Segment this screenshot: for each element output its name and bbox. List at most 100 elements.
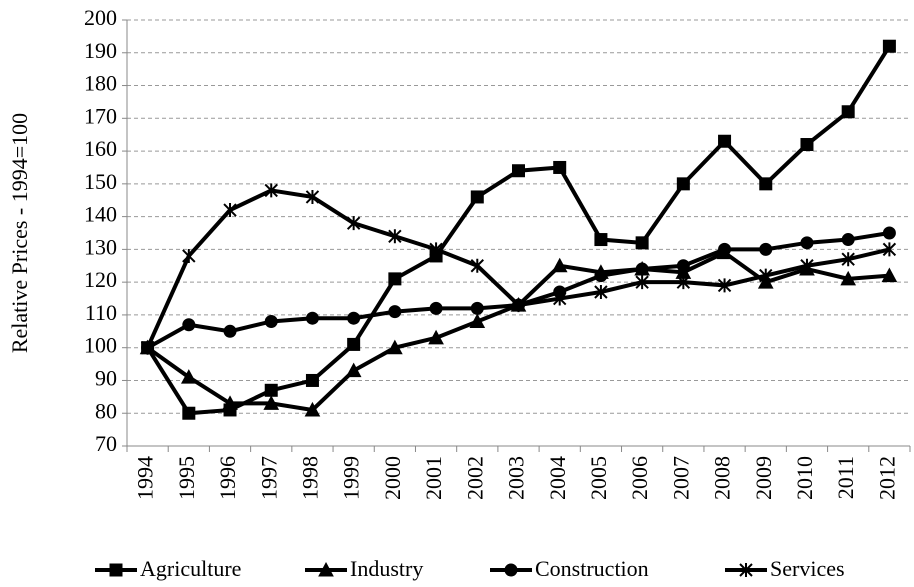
data-point	[223, 203, 237, 218]
legend-item: Agriculture	[95, 556, 241, 581]
data-point	[304, 401, 321, 417]
data-point	[182, 406, 196, 420]
y-tick-label: 150	[84, 169, 117, 194]
x-tick-label: 2004	[545, 456, 570, 500]
y-tick-label: 180	[84, 71, 117, 96]
data-point	[841, 252, 855, 267]
data-point	[470, 190, 484, 204]
data-point	[635, 262, 649, 276]
data-point	[800, 258, 814, 273]
data-point	[759, 177, 773, 191]
x-tick-label: 2010	[792, 456, 817, 500]
data-point	[180, 369, 197, 384]
data-point	[305, 189, 320, 204]
data-point	[676, 275, 691, 290]
y-tick-label: 200	[84, 5, 117, 30]
legend-marker	[109, 563, 123, 577]
data-point	[305, 373, 319, 387]
data-point	[553, 160, 567, 174]
data-point	[428, 329, 444, 345]
x-tick-label: 2005	[586, 456, 611, 500]
data-point	[222, 395, 238, 410]
legend-marker	[318, 561, 334, 577]
x-tick-label: 2011	[833, 456, 858, 499]
x-tick-label: 2009	[751, 456, 776, 500]
series-line	[145, 45, 892, 416]
x-tick-label: 2000	[380, 456, 405, 500]
data-point	[182, 318, 196, 332]
y-tick-label: 90	[95, 366, 117, 391]
data-point	[759, 268, 773, 283]
x-tick-label: 2003	[504, 456, 529, 500]
data-point	[264, 183, 278, 198]
y-axis-label: Relative Prices - 1994=100	[7, 113, 32, 353]
data-point	[345, 362, 362, 378]
series-line	[146, 231, 890, 350]
data-point	[264, 383, 278, 397]
y-tick-label: 130	[84, 234, 117, 259]
legend-label: Agriculture	[140, 556, 241, 581]
y-tick-label: 170	[84, 103, 117, 128]
data-point	[388, 272, 402, 286]
x-tick-label: 1998	[297, 456, 322, 500]
data-point	[676, 177, 690, 191]
data-point	[182, 248, 196, 263]
y-tick-label: 160	[84, 136, 117, 161]
data-point	[512, 164, 525, 178]
data-point	[388, 305, 402, 319]
legend-label: Industry	[350, 556, 423, 581]
x-tick-label: 2006	[627, 456, 652, 500]
data-point	[551, 257, 568, 273]
data-point	[718, 134, 732, 148]
series-line	[146, 250, 890, 413]
data-point	[263, 395, 280, 410]
legend-label: Services	[770, 556, 845, 581]
data-point	[553, 291, 567, 306]
data-point	[223, 324, 237, 338]
data-point	[841, 105, 855, 119]
data-point	[635, 236, 649, 250]
x-tick-label: 1997	[256, 456, 281, 500]
y-tick-label: 100	[84, 333, 117, 358]
data-point	[881, 267, 898, 283]
data-point	[841, 233, 855, 247]
data-point	[800, 138, 814, 152]
y-tick-label: 110	[85, 300, 117, 325]
x-tick-label: 2002	[462, 456, 487, 500]
data-point	[470, 301, 484, 315]
y-tick-label: 70	[95, 431, 117, 456]
x-tick-label: 1996	[215, 456, 240, 500]
legend-item: Construction	[490, 556, 649, 581]
data-point	[511, 298, 526, 313]
data-point	[264, 314, 278, 328]
x-tick-label: 1999	[339, 456, 364, 500]
data-point	[882, 39, 896, 53]
data-point	[718, 242, 732, 256]
data-point	[800, 236, 814, 250]
x-tick-label: 2007	[668, 456, 693, 500]
x-tick-label: 2008	[710, 456, 735, 500]
legend-item: Industry	[305, 556, 423, 581]
x-tick-label: 2012	[874, 456, 899, 500]
legend-marker	[504, 563, 518, 577]
legend-label: Construction	[535, 556, 649, 581]
data-point	[882, 242, 897, 257]
data-point	[387, 339, 403, 355]
x-tick-label: 1995	[174, 456, 199, 500]
data-point	[594, 233, 608, 247]
data-point	[594, 284, 608, 299]
y-tick-label: 120	[84, 267, 117, 292]
data-point	[470, 258, 484, 273]
data-point	[305, 311, 319, 325]
data-point	[429, 301, 443, 315]
data-point	[347, 337, 361, 351]
data-point	[346, 216, 361, 231]
legend-item: Services	[725, 556, 845, 581]
data-point	[429, 242, 443, 257]
x-tick-label: 1994	[133, 456, 158, 500]
data-point	[882, 226, 896, 240]
data-point	[594, 269, 608, 283]
data-point	[347, 311, 361, 325]
data-point	[140, 340, 155, 355]
